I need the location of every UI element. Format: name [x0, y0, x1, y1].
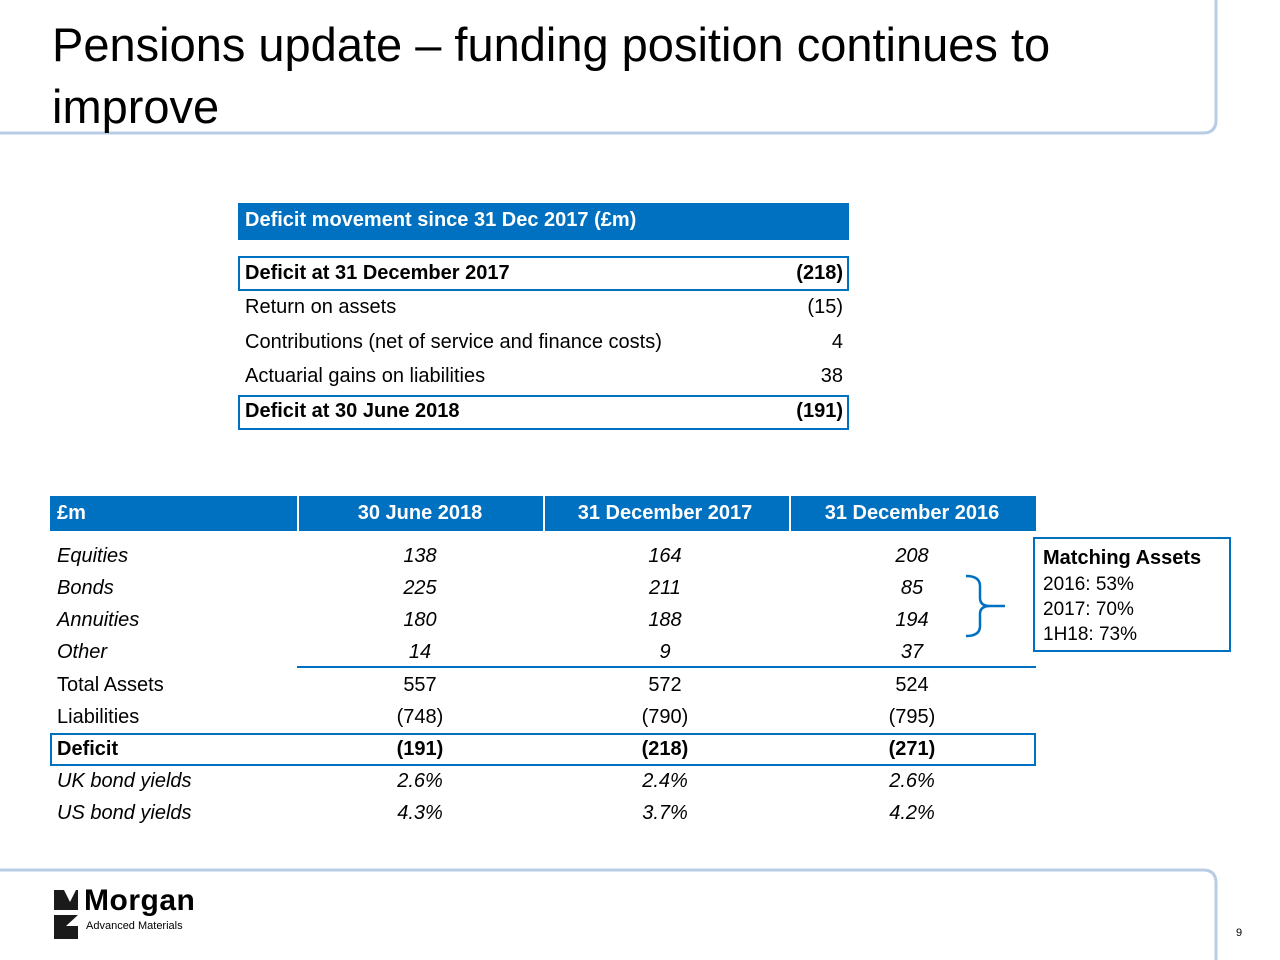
row-label: Bonds — [57, 577, 114, 599]
top-frame — [0, 0, 1218, 135]
row-value: (271) — [888, 738, 936, 760]
row-value: 208 — [895, 545, 929, 567]
row-value: 2.4% — [642, 770, 688, 792]
brace — [965, 574, 1005, 638]
movement-title: Deficit movement since 31 Dec 2017 (£m) — [245, 209, 637, 231]
row-value: 180 — [403, 609, 437, 631]
row-value: 37 — [900, 641, 924, 663]
row-label: Deficit at 30 June 2018 — [245, 400, 460, 422]
matching-line: 2017: 70% — [1043, 599, 1134, 620]
header-divider — [297, 496, 299, 531]
row-value: 225 — [403, 577, 437, 599]
row-value: 524 — [895, 674, 929, 696]
row-value: 138 — [403, 545, 437, 567]
row-value: 164 — [648, 545, 682, 567]
row-value: 4.2% — [889, 802, 935, 824]
row-value: 557 — [403, 674, 437, 696]
bottom-frame — [0, 868, 1218, 960]
row-value: 2.6% — [889, 770, 935, 792]
header-cell: 30 June 2018 — [357, 502, 483, 524]
subtotal-rule — [297, 666, 1036, 668]
row-box — [50, 733, 1036, 766]
row-value: (748) — [396, 706, 444, 728]
row-label: Total Assets — [57, 674, 164, 696]
row-value: (795) — [888, 706, 936, 728]
row-label: Deficit at 31 December 2017 — [245, 262, 510, 284]
matching-line: 2016: 53% — [1043, 574, 1134, 595]
row-label: Actuarial gains on liabilities — [245, 365, 486, 387]
row-label: Liabilities — [57, 706, 140, 728]
matching-box — [1033, 537, 1231, 652]
logo-tagline: Advanced Materials — [86, 920, 183, 932]
row-label: Deficit — [57, 738, 119, 760]
header-divider — [543, 496, 545, 531]
row-label: Return on assets — [245, 296, 397, 318]
row-value: (218) — [796, 262, 843, 284]
row-label: Annuities — [57, 609, 140, 631]
header-cell: £m — [57, 502, 86, 524]
matching-line: 1H18: 73% — [1043, 624, 1138, 645]
row-value: (191) — [796, 400, 843, 422]
row-value: 4 — [831, 331, 843, 353]
row-value: 211 — [649, 577, 681, 599]
row-value: 14 — [408, 641, 432, 663]
row-value: 572 — [648, 674, 682, 696]
movement-header-bar — [238, 203, 849, 240]
header-cell: 31 December 2016 — [824, 502, 1000, 524]
row-label: Other — [57, 641, 108, 663]
matching-title: Matching Assets — [1043, 547, 1202, 569]
row-label: Equities — [57, 545, 129, 567]
logo-name: Morgan — [84, 884, 196, 917]
row-label: Contributions (net of service and financ… — [245, 331, 662, 353]
row-value: (191) — [396, 738, 444, 760]
title: Pensions update – funding position conti… — [52, 18, 1051, 133]
row-label: US bond yields — [57, 802, 192, 824]
row-value: 188 — [648, 609, 682, 631]
header-divider — [789, 496, 791, 531]
row-value: (218) — [641, 738, 689, 760]
page-number: 9 — [1236, 927, 1243, 939]
row-box — [238, 256, 849, 291]
row-value: 9 — [659, 641, 671, 663]
row-value: 2.6% — [397, 770, 443, 792]
row-value: 3.7% — [642, 802, 688, 824]
row-value: 38 — [820, 365, 843, 387]
row-label: UK bond yields — [57, 770, 192, 792]
row-box — [238, 395, 849, 430]
row-value: 4.3% — [397, 802, 443, 824]
logo-mark-top — [54, 890, 78, 910]
row-value: 194 — [895, 609, 929, 631]
header-cell: 31 December 2017 — [577, 502, 753, 524]
row-value: 85 — [900, 577, 924, 599]
logo-mark-bottom — [54, 915, 78, 939]
row-value: (790) — [641, 706, 689, 728]
row-value: (15) — [807, 296, 843, 318]
